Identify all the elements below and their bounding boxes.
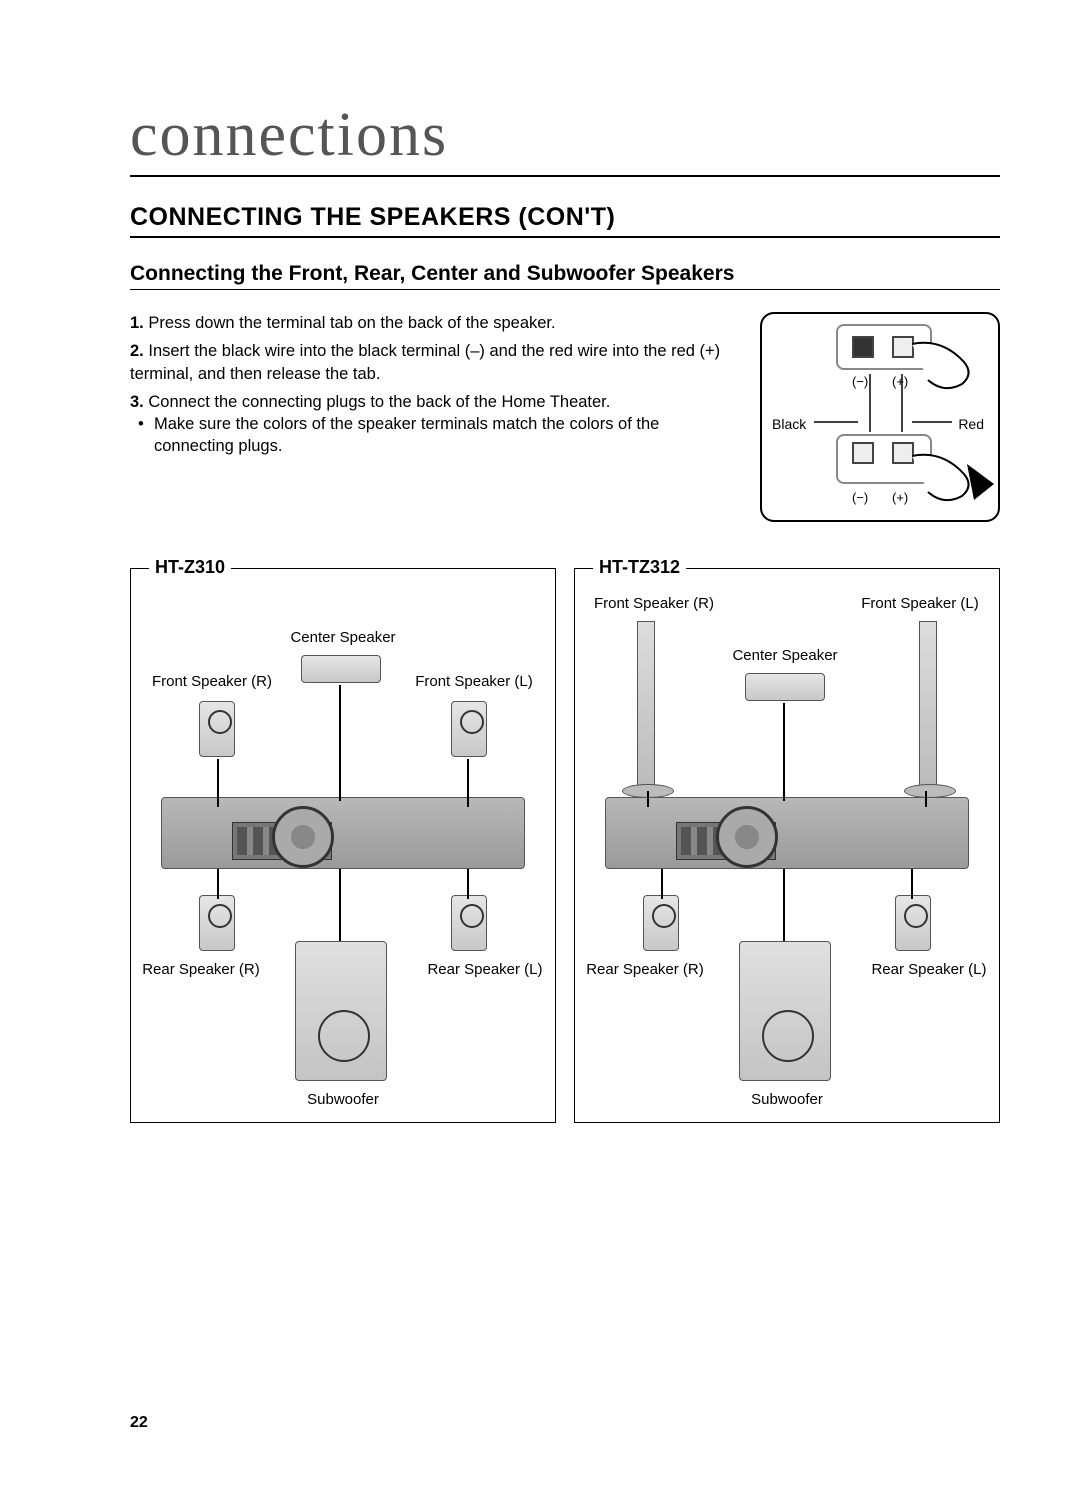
label-rear-r: Rear Speaker (R) <box>577 961 713 978</box>
rear-speaker-r-icon <box>199 895 235 951</box>
chapter-title: connections <box>130 100 1000 177</box>
rear-speaker-r-icon <box>643 895 679 951</box>
subsection-title: Connecting the Front, Rear, Center and S… <box>130 262 1000 290</box>
wire-icon <box>467 759 469 807</box>
terminal-diagram: (−) (+) Black Red (−) (+) <box>760 312 1000 522</box>
wire-icon <box>339 685 341 801</box>
model-diagram-ht-z310: HT-Z310 Center Speaker Front Speaker (R)… <box>130 568 556 1123</box>
receiver-icon <box>605 797 969 869</box>
model-name: HT-Z310 <box>149 557 231 578</box>
step-number: 2. <box>130 342 144 360</box>
step-text: Insert the black wire into the black ter… <box>130 342 720 382</box>
label-subwoofer: Subwoofer <box>131 1091 555 1108</box>
wire-icon <box>925 791 927 807</box>
rear-speaker-l-icon <box>451 895 487 951</box>
wire-icon <box>647 791 649 807</box>
wire-icon <box>911 869 913 899</box>
step-2: 2. Insert the black wire into the black … <box>130 340 742 385</box>
center-speaker-icon <box>745 673 825 701</box>
step-text: Press down the terminal tab on the back … <box>148 314 555 332</box>
model-name: HT-TZ312 <box>593 557 686 578</box>
label-rear-l: Rear Speaker (L) <box>417 961 553 978</box>
front-speaker-l-icon <box>919 621 937 791</box>
page-number: 22 <box>130 1414 148 1432</box>
label-subwoofer: Subwoofer <box>575 1091 999 1108</box>
wire-icon <box>467 869 469 899</box>
wire-icon <box>783 869 785 941</box>
label-front-l: Front Speaker (L) <box>399 673 549 690</box>
center-speaker-icon <box>301 655 381 683</box>
front-speaker-r-icon <box>637 621 655 791</box>
step-text: Connect the connecting plugs to the back… <box>148 393 610 411</box>
label-front-l: Front Speaker (L) <box>845 595 995 612</box>
wire-icon <box>339 869 341 941</box>
step-3-bullet: Make sure the colors of the speaker term… <box>130 413 742 458</box>
rear-speaker-l-icon <box>895 895 931 951</box>
label-front-r: Front Speaker (R) <box>579 595 729 612</box>
terminal-strip-icon <box>676 822 776 860</box>
step-number: 1. <box>130 314 144 332</box>
step-number: 3. <box>130 393 144 411</box>
receiver-icon <box>161 797 525 869</box>
wire-icon <box>217 759 219 807</box>
model-diagram-ht-tz312: HT-TZ312 Front Speaker (R) Front Speaker… <box>574 568 1000 1123</box>
subwoofer-icon <box>295 941 387 1081</box>
label-front-r: Front Speaker (R) <box>137 673 287 690</box>
step-3: 3. Connect the connecting plugs to the b… <box>130 391 742 458</box>
wire-icon <box>661 869 663 899</box>
label-center-speaker: Center Speaker <box>131 629 555 646</box>
label-center-speaker: Center Speaker <box>695 647 875 664</box>
front-speaker-l-icon <box>451 701 487 757</box>
step-1: 1. Press down the terminal tab on the ba… <box>130 312 742 334</box>
instruction-list: 1. Press down the terminal tab on the ba… <box>130 312 742 522</box>
hand-icon <box>762 314 1002 524</box>
wire-icon <box>783 703 785 801</box>
label-rear-l: Rear Speaker (L) <box>861 961 997 978</box>
label-rear-r: Rear Speaker (R) <box>133 961 269 978</box>
subwoofer-icon <box>739 941 831 1081</box>
front-speaker-r-icon <box>199 701 235 757</box>
terminal-strip-icon <box>232 822 332 860</box>
section-title: CONNECTING THE SPEAKERS (CON'T) <box>130 203 1000 238</box>
wire-icon <box>217 869 219 899</box>
